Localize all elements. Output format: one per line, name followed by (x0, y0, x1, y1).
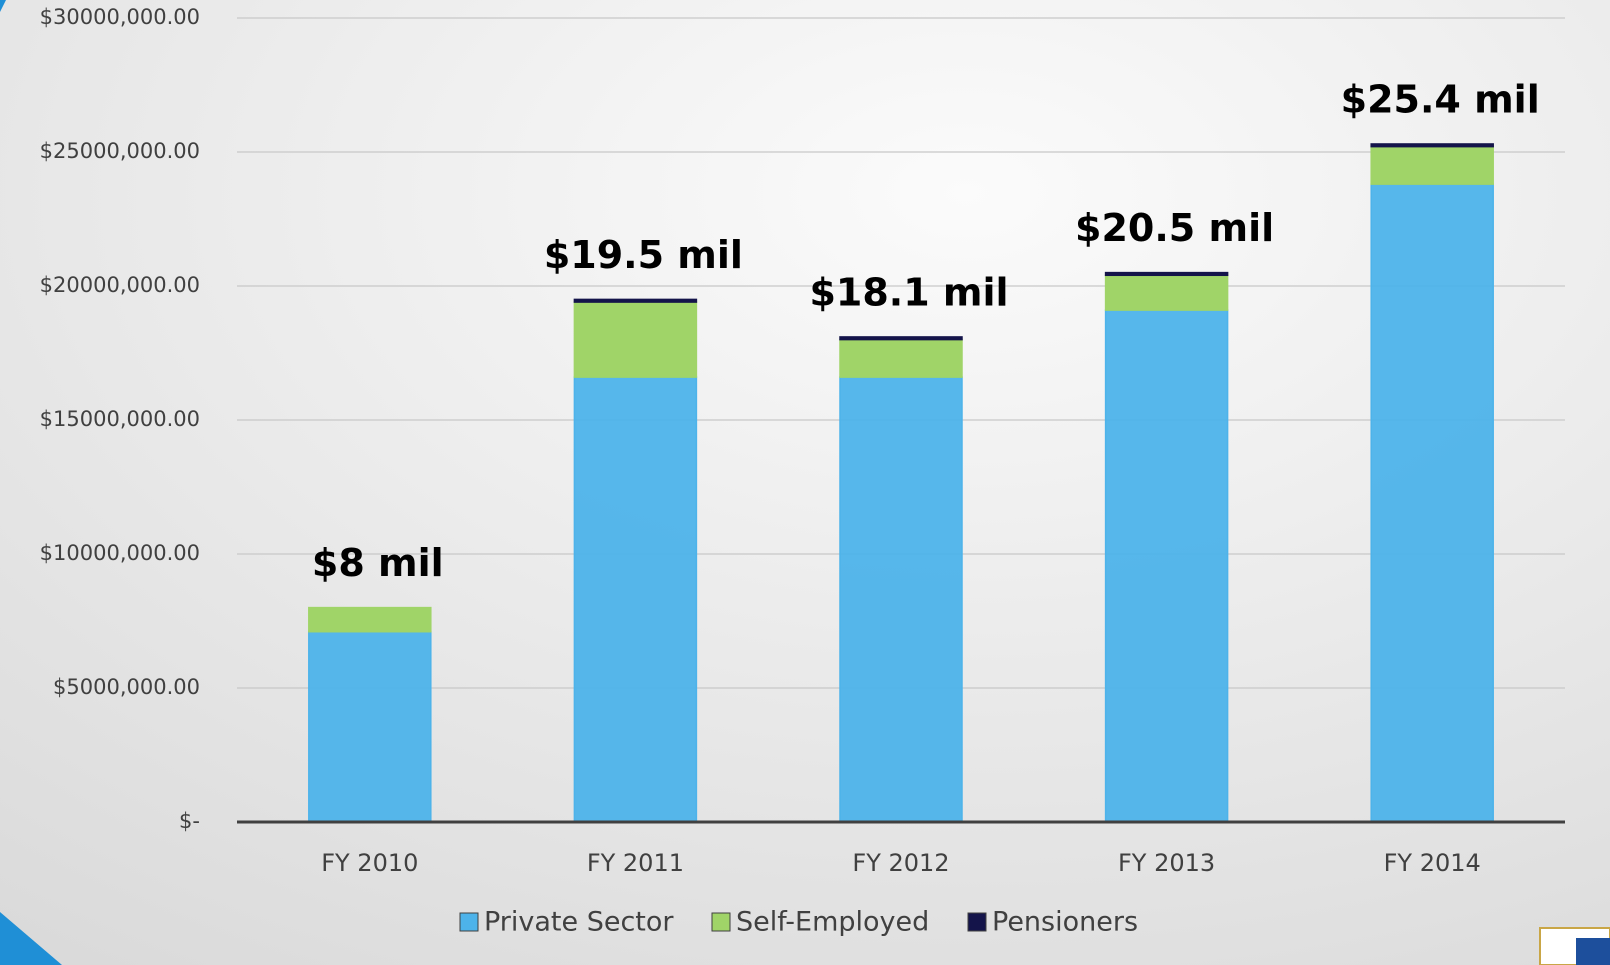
y-tick-label: $15000,000.00 (40, 407, 200, 431)
total-label: $18.1 mil (809, 270, 1008, 314)
bar-segment (308, 606, 432, 633)
bar-segment (839, 338, 963, 378)
bar-segment (1104, 309, 1229, 823)
bar-segment (839, 376, 963, 823)
bar-segment (839, 336, 963, 341)
bar-segment (1370, 145, 1494, 185)
y-tick-label: $30000,000.00 (40, 5, 200, 29)
bar-segment (308, 630, 432, 823)
legend-swatch (967, 912, 987, 932)
corner-decoration (0, 0, 6, 12)
total-label: $20.5 mil (1075, 206, 1274, 250)
bar-segment (1370, 183, 1494, 823)
legend-swatch (711, 912, 731, 932)
legend-label: Private Sector (484, 907, 674, 938)
total-label: $25.4 mil (1341, 77, 1540, 121)
y-tick-label: $25000,000.00 (40, 139, 200, 163)
bar-segment (573, 298, 698, 303)
legend-swatch (459, 912, 479, 932)
x-tick-label: FY 2010 (321, 849, 418, 877)
y-tick-label: $- (179, 809, 200, 833)
legend-label: Pensioners (992, 907, 1138, 938)
x-tick-label: FY 2012 (852, 849, 949, 877)
legend-label: Self-Employed (736, 907, 929, 938)
y-tick-label: $10000,000.00 (40, 541, 200, 565)
y-tick-label: $20000,000.00 (40, 273, 200, 297)
bar-segment (573, 376, 698, 823)
x-tick-label: FY 2011 (587, 849, 684, 877)
bar-segment (573, 301, 698, 378)
x-tick-label: FY 2014 (1384, 849, 1481, 877)
logo (1576, 938, 1610, 965)
bar-segment (1104, 271, 1229, 277)
total-label: $8 mil (312, 541, 444, 585)
corner-decoration (0, 912, 62, 965)
y-tick-label: $5000,000.00 (53, 675, 200, 699)
bar-segment (1370, 143, 1494, 148)
x-tick-label: FY 2013 (1118, 849, 1215, 877)
total-label: $19.5 mil (544, 233, 743, 277)
bar-segment (1104, 274, 1229, 311)
